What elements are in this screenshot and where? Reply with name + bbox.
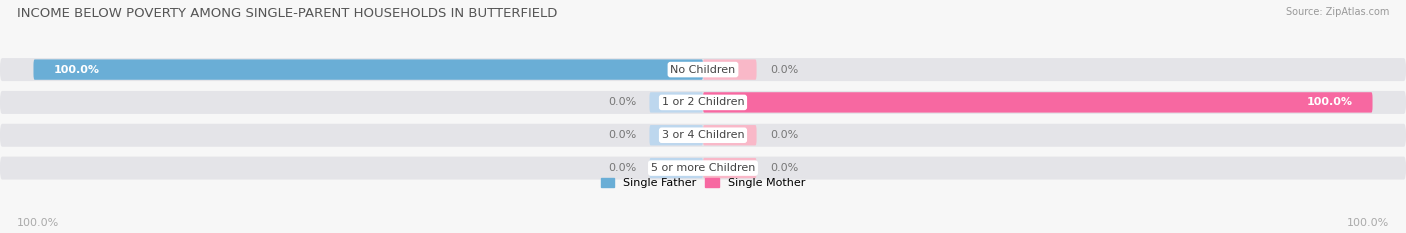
Text: INCOME BELOW POVERTY AMONG SINGLE-PARENT HOUSEHOLDS IN BUTTERFIELD: INCOME BELOW POVERTY AMONG SINGLE-PARENT… <box>17 7 557 20</box>
FancyBboxPatch shape <box>703 59 756 80</box>
FancyBboxPatch shape <box>0 91 1406 114</box>
FancyBboxPatch shape <box>703 92 1372 113</box>
Text: 0.0%: 0.0% <box>770 65 799 75</box>
Text: 0.0%: 0.0% <box>607 97 636 107</box>
Text: 0.0%: 0.0% <box>770 163 799 173</box>
Text: 100.0%: 100.0% <box>17 218 59 228</box>
Text: No Children: No Children <box>671 65 735 75</box>
Text: 100.0%: 100.0% <box>53 65 100 75</box>
FancyBboxPatch shape <box>650 125 703 145</box>
Text: Source: ZipAtlas.com: Source: ZipAtlas.com <box>1285 7 1389 17</box>
FancyBboxPatch shape <box>0 58 1406 81</box>
FancyBboxPatch shape <box>703 125 756 145</box>
FancyBboxPatch shape <box>650 92 703 113</box>
FancyBboxPatch shape <box>34 59 703 80</box>
FancyBboxPatch shape <box>703 158 756 178</box>
Text: 0.0%: 0.0% <box>607 163 636 173</box>
Text: 3 or 4 Children: 3 or 4 Children <box>662 130 744 140</box>
Text: 0.0%: 0.0% <box>770 130 799 140</box>
Text: 100.0%: 100.0% <box>1306 97 1353 107</box>
Text: 0.0%: 0.0% <box>607 130 636 140</box>
FancyBboxPatch shape <box>0 157 1406 180</box>
Text: 5 or more Children: 5 or more Children <box>651 163 755 173</box>
Text: 1 or 2 Children: 1 or 2 Children <box>662 97 744 107</box>
FancyBboxPatch shape <box>0 124 1406 147</box>
Legend: Single Father, Single Mother: Single Father, Single Mother <box>596 173 810 193</box>
FancyBboxPatch shape <box>650 158 703 178</box>
Text: 100.0%: 100.0% <box>1347 218 1389 228</box>
